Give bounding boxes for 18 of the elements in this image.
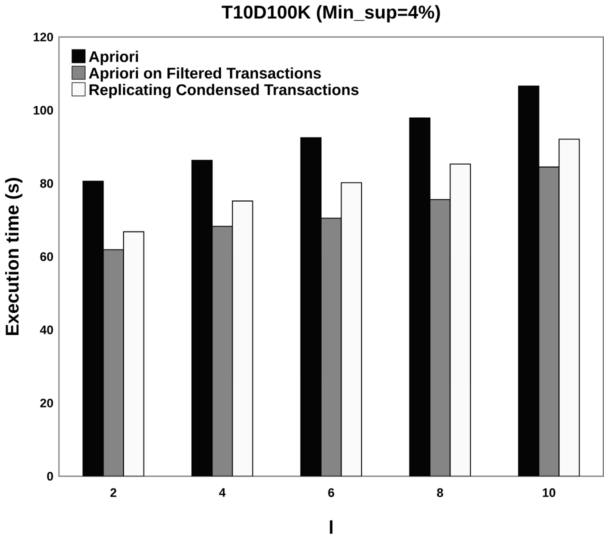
y-tick-label: 0 — [47, 472, 54, 481]
x-tick-label: 10 — [542, 488, 556, 498]
y-tick-label: 100 — [34, 106, 54, 115]
y-axis-title: Execution time (s) — [5, 178, 22, 336]
x-tick-label: 6 — [328, 488, 334, 498]
legend-label: Apriori on Filtered Transactions — [88, 67, 321, 82]
x-axis-title: l — [330, 520, 332, 534]
x-tick-label: 4 — [219, 488, 226, 497]
y-tick-label: 40 — [40, 326, 54, 334]
chart-title: T10D100K (Min_sup=4%) — [222, 5, 440, 22]
legend-label: Apriori — [88, 50, 138, 66]
legend-label: Replicating Condensed Transactions — [90, 84, 358, 98]
y-tick-label: 80 — [40, 179, 54, 188]
y-tick-label: 120 — [34, 32, 54, 42]
x-tick-label: 8 — [437, 488, 444, 498]
x-tick-label: 2 — [110, 488, 116, 497]
y-tick-label: 60 — [40, 252, 54, 262]
y-tick-label: 20 — [40, 398, 54, 408]
